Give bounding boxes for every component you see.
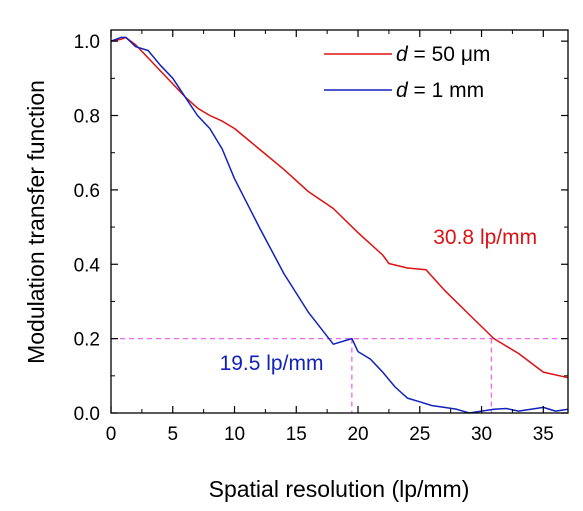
legend: d = 50 μm d = 1 mm <box>324 43 490 102</box>
x-tick-labels: 0 5 10 15 20 25 30 35 <box>106 424 554 445</box>
annotation-label: 19.5 lp/mm <box>220 352 324 375</box>
x-tick-label: 10 <box>224 424 245 445</box>
y-tick-label: 0.4 <box>74 255 101 276</box>
legend-label-0: d = 50 μm <box>396 43 490 66</box>
x-tick-label: 5 <box>167 424 178 445</box>
y-tick-label: 0.8 <box>74 107 100 128</box>
y-tick-label: 1.0 <box>74 32 100 53</box>
series-line-0 <box>110 36 569 379</box>
legend-label-1: d = 1 mm <box>396 79 484 102</box>
x-tick-label: 15 <box>286 424 307 445</box>
x-tick-label: 0 <box>106 424 117 445</box>
series-lines <box>110 36 569 414</box>
x-tick-label: 35 <box>533 424 554 445</box>
x-axis-title: Spatial resolution (lp/mm) <box>209 476 470 502</box>
y-axis-title: Modulation transfer function <box>23 80 49 364</box>
x-tick-label: 30 <box>471 424 492 445</box>
y-tick-label: 0.0 <box>74 404 100 425</box>
annotation-label: 30.8 lp/mm <box>433 226 537 249</box>
x-tick-label: 25 <box>409 424 430 445</box>
axis-ticks <box>110 30 568 414</box>
y-tick-label: 0.6 <box>74 181 100 202</box>
series-line-1 <box>110 36 569 414</box>
x-tick-label: 20 <box>347 424 368 445</box>
y-tick-labels: 0.0 0.2 0.4 0.6 0.8 1.0 <box>74 32 101 425</box>
y-tick-label: 0.2 <box>74 330 100 351</box>
annotations: 30.8 lp/mm 19.5 lp/mm <box>220 226 538 375</box>
plot-frame <box>110 29 569 414</box>
reference-lines <box>111 337 568 413</box>
